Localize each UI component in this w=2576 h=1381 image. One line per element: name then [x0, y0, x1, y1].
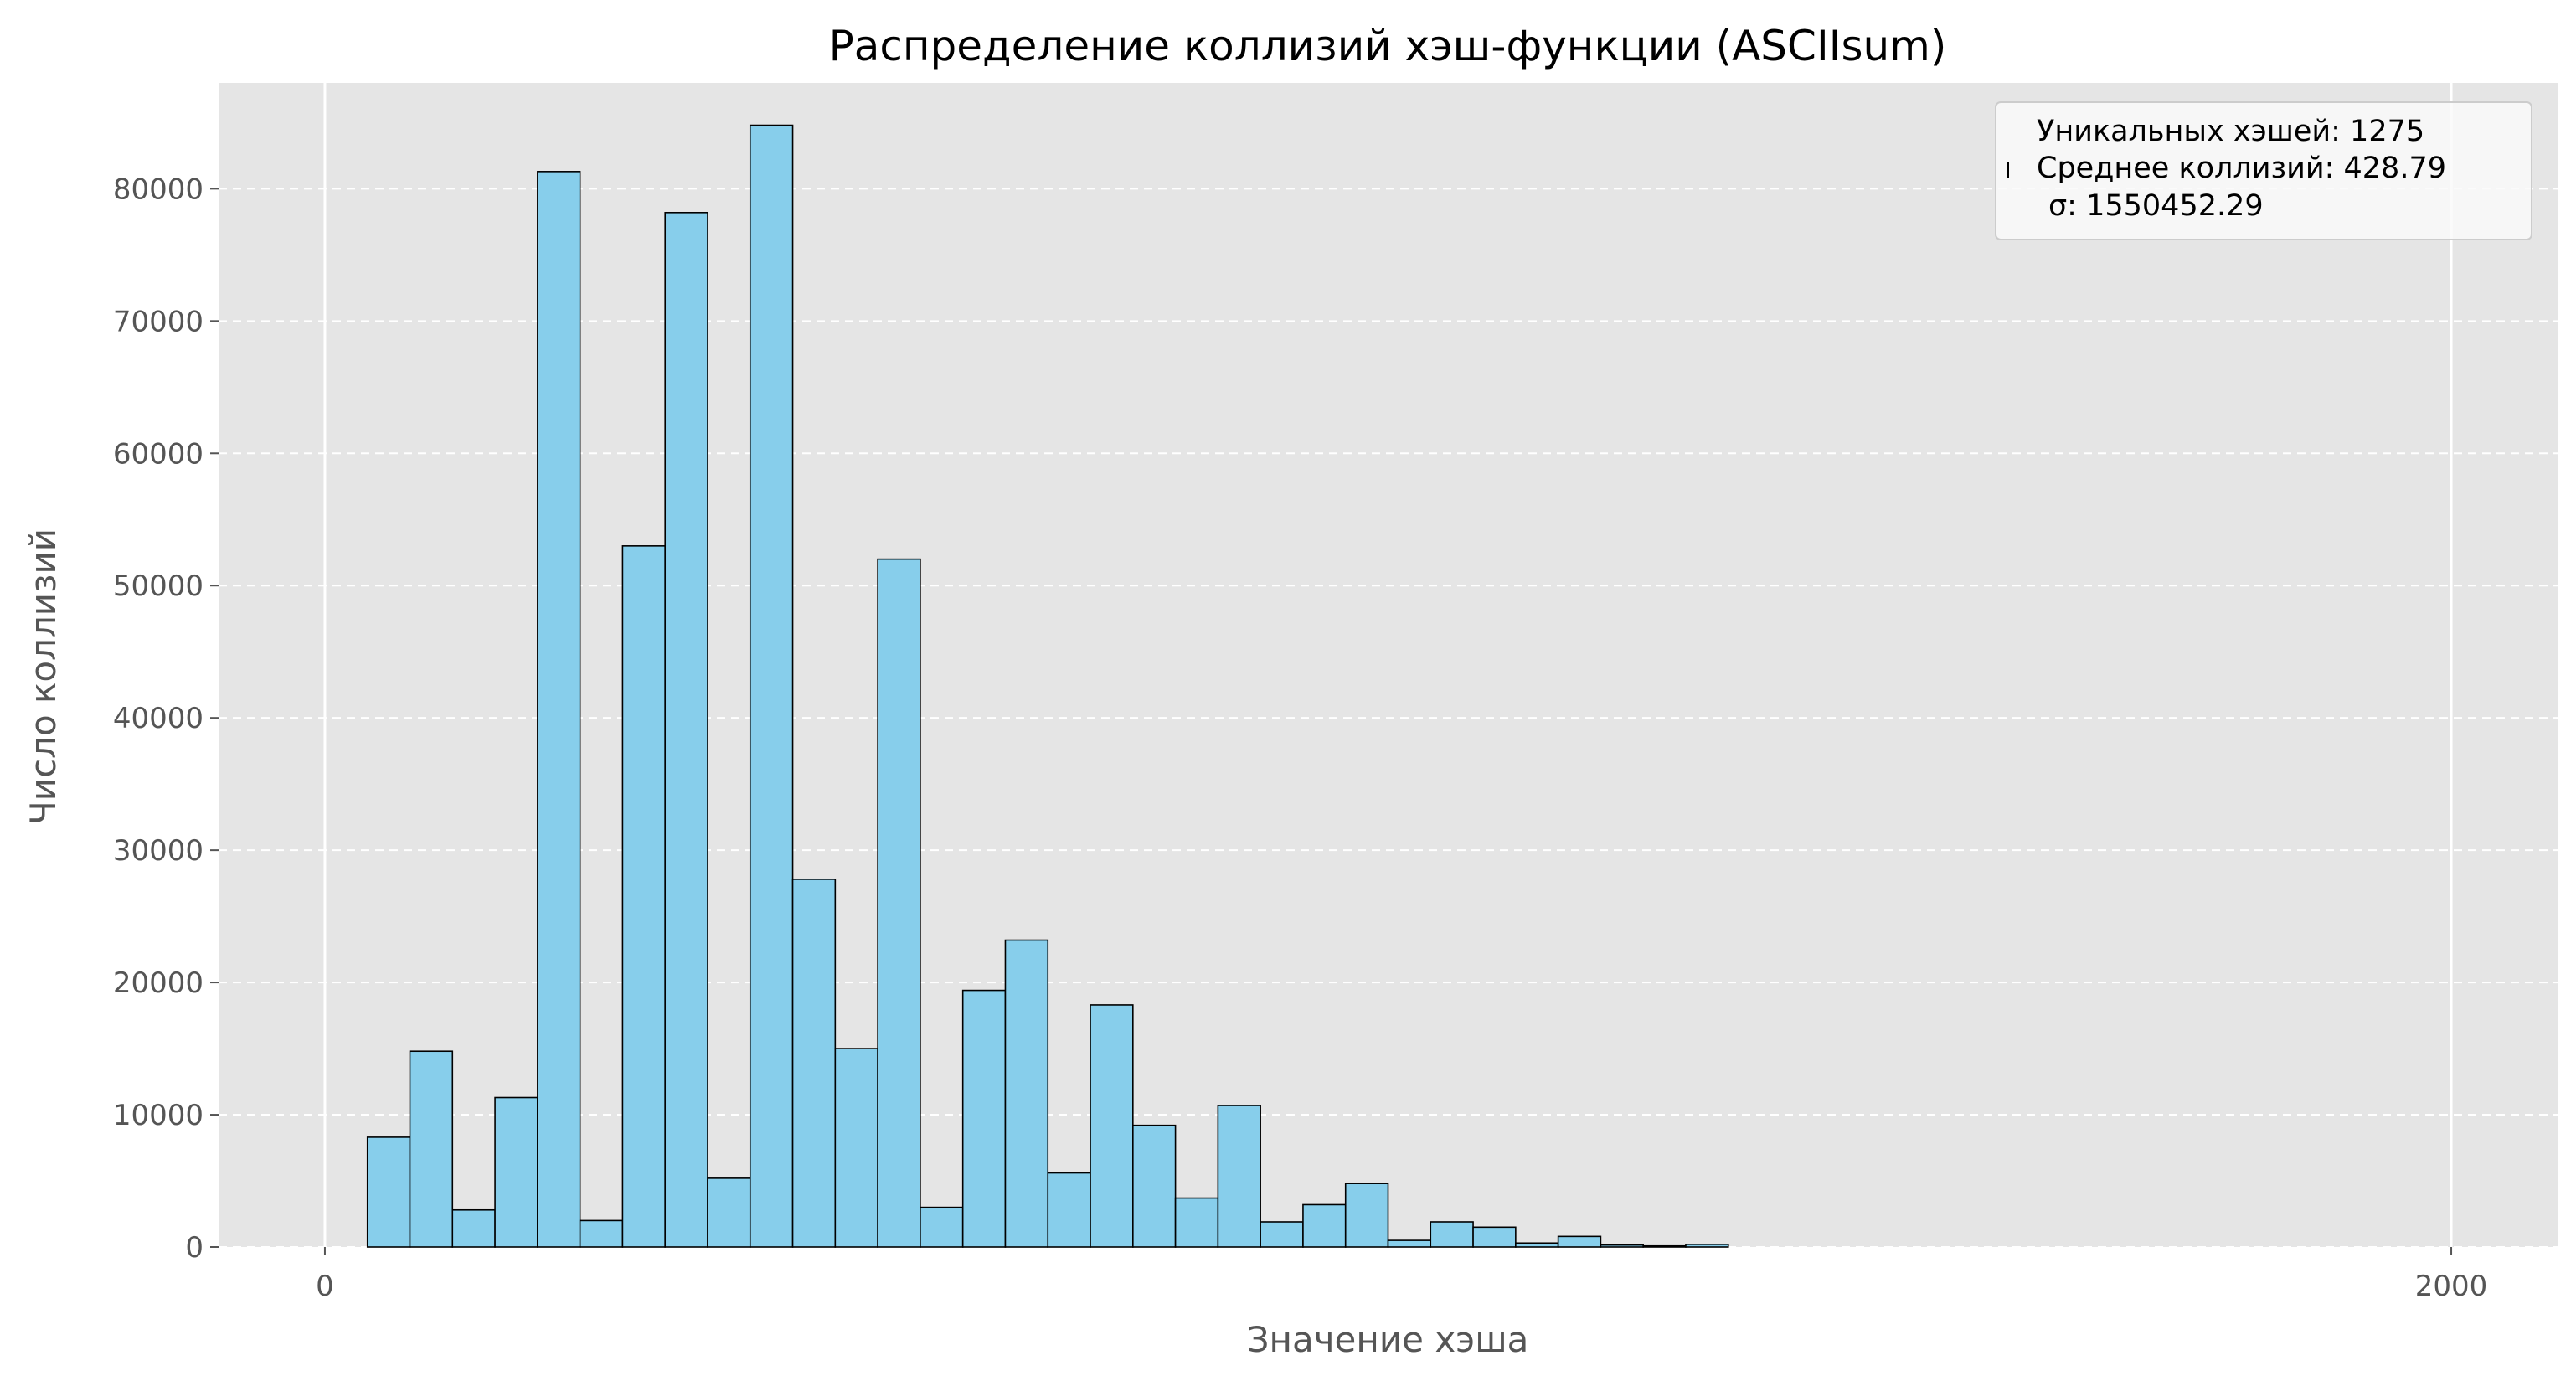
y-tick-label: 40000 — [113, 702, 204, 735]
histogram-bar — [1387, 1239, 1432, 1248]
histogram-bar — [664, 211, 708, 1248]
histogram-bar — [1472, 1226, 1517, 1248]
histogram-bar — [366, 1136, 411, 1248]
histogram-bar — [1217, 1105, 1261, 1248]
histogram-bar — [1600, 1244, 1644, 1248]
legend-line-sigma: σ: 1550452.29 — [2048, 189, 2264, 223]
histogram-bar — [1174, 1197, 1219, 1248]
histogram-bar — [579, 1219, 624, 1248]
histogram-bar — [749, 124, 794, 1248]
histogram-bars — [366, 124, 1729, 1248]
y-tick-label: 30000 — [113, 834, 204, 868]
histogram-bar — [1430, 1221, 1474, 1248]
histogram-bar — [409, 1050, 454, 1248]
y-tick-label: 60000 — [113, 437, 204, 471]
y-tick-label: 50000 — [113, 569, 204, 603]
legend-line-mean: Среднее коллизий: 428.79 — [2037, 152, 2446, 185]
histogram-bar — [1642, 1244, 1687, 1248]
plot-area — [219, 83, 2558, 1247]
legend-box — [1995, 101, 2532, 240]
histogram-bar — [1132, 1124, 1177, 1248]
y-tick-label: 10000 — [113, 1099, 204, 1132]
histogram-bar — [1344, 1183, 1389, 1248]
histogram-bar — [877, 558, 921, 1248]
histogram-bar — [920, 1206, 964, 1248]
histogram-bar — [451, 1208, 496, 1248]
histogram-bar — [1047, 1172, 1091, 1248]
x-tick-label: 0 — [316, 1270, 334, 1303]
x-tick-label: 2000 — [2415, 1270, 2488, 1303]
histogram-bar — [707, 1177, 751, 1248]
histogram-bar — [1685, 1244, 1729, 1248]
histogram-bar — [1557, 1235, 1602, 1248]
legend: Уникальных хэшей: 1275 Среднее коллизий:… — [1995, 101, 2532, 240]
y-axis-label: Число коллизий — [23, 528, 64, 825]
y-axis-ticks: 0 10000 20000 30000 40000 50000 60000 70000 8000… — [113, 173, 219, 1265]
y-tick-label: 80000 — [113, 173, 204, 206]
histogram-bar — [1260, 1221, 1304, 1248]
y-tick-label: 20000 — [113, 966, 204, 1000]
histogram-bar — [791, 879, 837, 1248]
histogram-bar — [961, 989, 1007, 1248]
histogram-bar — [834, 1048, 878, 1248]
histogram-bar — [494, 1096, 538, 1248]
y-tick-label: 0 — [185, 1231, 204, 1265]
histogram-bar — [537, 171, 581, 1248]
histogram-bar — [1302, 1203, 1347, 1248]
histogram-bar — [1515, 1242, 1559, 1248]
chart-title: Распределение коллизий хэш-функции (ASCI… — [829, 22, 1947, 70]
x-axis-label: Значение хэша — [1247, 1319, 1529, 1360]
x-axis-ticks: 0 2000 — [316, 1247, 2487, 1303]
legend-line-unique: Уникальных хэшей: 1275 — [2037, 115, 2424, 148]
histogram-bar — [621, 545, 667, 1248]
y-tick-label: 70000 — [113, 305, 204, 338]
histogram-bar — [1004, 939, 1049, 1248]
histogram-bar — [1090, 1004, 1134, 1248]
